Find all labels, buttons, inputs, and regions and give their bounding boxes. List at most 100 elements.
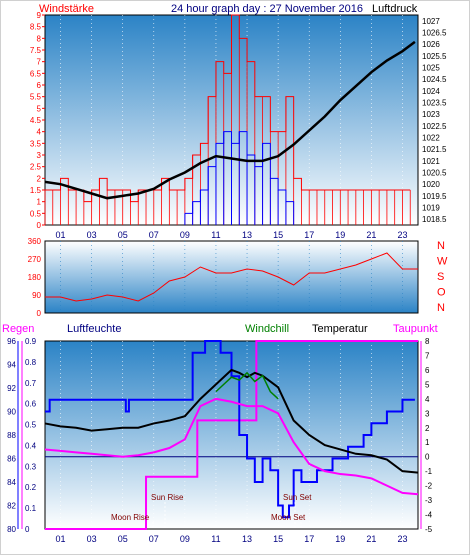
weather-axes: 80828486889092949600.10.20.30.40.50.60.7… bbox=[7, 337, 433, 534]
rain-tick-label: 0.7 bbox=[25, 379, 37, 388]
temperature-tick-label: 8 bbox=[425, 337, 430, 346]
x-tick-label: 11 bbox=[211, 534, 220, 544]
sun-moon-annotations: Sun Rise Sun Set Moon Rise Moon Set bbox=[111, 493, 312, 529]
temperature-tick-label: 2 bbox=[425, 424, 430, 433]
wind-tick-label: 5 bbox=[37, 104, 42, 113]
wind-direction-series bbox=[45, 252, 418, 302]
rain-tick-label: 0.1 bbox=[25, 504, 37, 513]
wind-tick-label: 8.5 bbox=[30, 23, 42, 32]
x-tick-label: 03 bbox=[87, 230, 97, 240]
legend-row: Regen Luftfeuchte Windchill Temperatur Taupu… bbox=[2, 323, 438, 335]
pressure-tick-label: 1025 bbox=[422, 64, 440, 73]
x-tick-label: 23 bbox=[397, 230, 407, 240]
wind-pressure-axes: 0 0.5 1 1.5 2 2.5 3 3.5 4 4.5 5 5.5 6 6.5 7 7.5 8 8.5 9 101… bbox=[30, 11, 447, 230]
legend-item: Taupunkt bbox=[393, 323, 438, 335]
direction-tick-label: 180 bbox=[28, 273, 42, 282]
x-tick-label: 21 bbox=[366, 230, 376, 240]
pressure-tick-label: 1025.5 bbox=[422, 52, 447, 61]
wind-tick-label: 1 bbox=[37, 198, 42, 207]
humidity-tick-label: 86 bbox=[7, 455, 16, 464]
pressure-tick-label: 1022.5 bbox=[422, 122, 447, 131]
wind-tick-label: 7 bbox=[37, 58, 42, 67]
annotation-label: Sun Rise bbox=[151, 493, 184, 502]
legend-item: Regen bbox=[2, 323, 34, 335]
wind-tick-label: 0 bbox=[37, 221, 42, 230]
humidity-tick-label: 96 bbox=[7, 337, 16, 346]
temperature-tick-label: 0 bbox=[425, 453, 430, 462]
wind-tick-label: 9 bbox=[37, 11, 42, 20]
wind-pressure-series bbox=[44, 14, 416, 225]
x-tick-label: 05 bbox=[118, 534, 128, 544]
x-tick-label: 21 bbox=[366, 534, 376, 544]
x-axis-labels-top: 01 03 05 07 09 11 13 15 17 19 21 23 bbox=[56, 230, 408, 240]
annotation-label: Moon Set bbox=[271, 513, 306, 522]
chart-title: 24 hour graph day : 27 November 2016 bbox=[171, 3, 363, 15]
compass-label: W bbox=[437, 256, 448, 268]
x-axis-labels-bottom: 01 03 05 07 09 11 13 15 17 19 21 23 bbox=[56, 534, 408, 544]
weather-series bbox=[44, 340, 419, 530]
wind-tick-label: 1.5 bbox=[30, 186, 42, 195]
rain-tick-label: 0.2 bbox=[25, 483, 37, 492]
temperature-tick-label: 1 bbox=[425, 438, 430, 447]
x-tick-label: 09 bbox=[180, 230, 190, 240]
temperature-line bbox=[44, 368, 419, 474]
dewpoint-line bbox=[44, 397, 419, 496]
rain-tick-label: 0.3 bbox=[25, 462, 37, 471]
x-tick-label: 15 bbox=[273, 230, 283, 240]
direction-tick-label: 270 bbox=[28, 255, 42, 264]
legend-item: Windchill bbox=[245, 323, 289, 335]
wind-tick-label: 3.5 bbox=[30, 139, 42, 148]
wind-strength-label: Windstärke bbox=[39, 3, 94, 15]
x-tick-label: 01 bbox=[56, 534, 66, 544]
rain-tick-label: 0.6 bbox=[25, 400, 37, 409]
wind-direction-grid bbox=[60, 241, 403, 313]
humidity-tick-label: 92 bbox=[7, 384, 16, 393]
temperature-tick-label: -4 bbox=[425, 511, 433, 520]
humidity-line bbox=[45, 340, 415, 519]
pressure-tick-label: 1021 bbox=[422, 157, 440, 166]
x-tick-label: 09 bbox=[180, 534, 190, 544]
rain-tick-label: 0.8 bbox=[25, 358, 37, 367]
humidity-tick-label: 80 bbox=[7, 525, 16, 534]
weather-grid bbox=[45, 341, 418, 529]
direction-tick-label: 360 bbox=[28, 237, 42, 246]
humidity-tick-label: 88 bbox=[7, 431, 16, 440]
legend-item: Temperatur bbox=[312, 323, 368, 335]
wind-tick-label: 8 bbox=[37, 34, 42, 43]
wind-tick-label: 6 bbox=[37, 81, 42, 90]
temperature-tick-label: -1 bbox=[425, 467, 433, 476]
temperature-tick-label: -3 bbox=[425, 496, 433, 505]
wind-tick-label: 7.5 bbox=[30, 46, 42, 55]
rain-tick-label: 0.5 bbox=[25, 421, 37, 430]
wind-direction-line bbox=[45, 252, 418, 302]
humidity-tick-label: 82 bbox=[7, 502, 16, 511]
wind-tick-label: 0.5 bbox=[30, 209, 42, 218]
wind-tick-label: 4 bbox=[37, 128, 42, 137]
pressure-tick-label: 1019 bbox=[422, 204, 440, 213]
humidity-tick-label: 90 bbox=[7, 408, 16, 417]
x-tick-label: 17 bbox=[304, 230, 314, 240]
x-tick-label: 17 bbox=[304, 534, 314, 544]
pressure-tick-label: 1023.5 bbox=[422, 99, 447, 108]
compass-label: N bbox=[437, 302, 445, 314]
temperature-tick-label: 4 bbox=[425, 395, 430, 404]
pressure-tick-label: 1022 bbox=[422, 134, 440, 143]
temperature-tick-label: 5 bbox=[425, 380, 430, 389]
wind-tick-label: 6.5 bbox=[30, 69, 42, 78]
rain-tick-label: 0 bbox=[25, 525, 30, 534]
wind-tick-label: 2 bbox=[37, 174, 42, 183]
x-tick-label: 07 bbox=[149, 230, 159, 240]
wind-tick-label: 3 bbox=[37, 151, 42, 160]
pressure-tick-label: 1024.5 bbox=[422, 75, 447, 84]
legend-item: Luftfeuchte bbox=[67, 323, 121, 335]
x-tick-label: 19 bbox=[335, 534, 345, 544]
wind-tick-label: 5.5 bbox=[30, 93, 42, 102]
temperature-tick-label: -2 bbox=[425, 482, 433, 491]
pressure-tick-label: 1019.5 bbox=[422, 192, 447, 201]
x-tick-label: 19 bbox=[335, 230, 345, 240]
pressure-line bbox=[44, 40, 416, 200]
pressure-tick-label: 1026 bbox=[422, 40, 440, 49]
x-tick-label: 13 bbox=[242, 230, 252, 240]
